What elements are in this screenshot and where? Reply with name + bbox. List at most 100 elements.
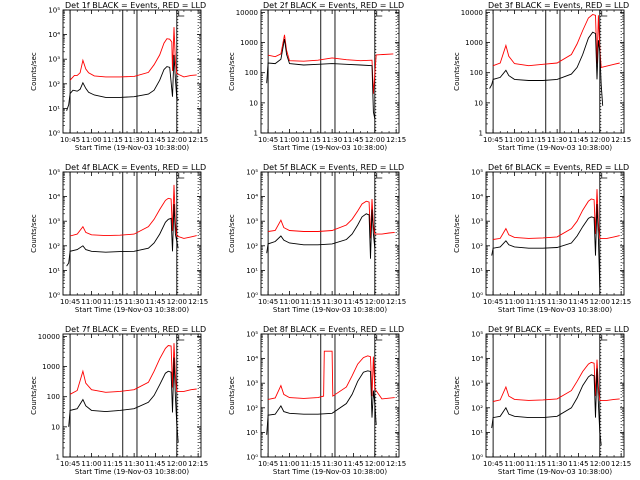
plot-frame [485, 9, 625, 134]
y-tick-label: 10² [246, 242, 258, 250]
y-tick-label: 10³ [471, 380, 483, 388]
y-tick-label: 10000 [461, 9, 483, 17]
y-tick-label: 1000 [240, 39, 258, 47]
y-axis-label: Counts/sec [453, 52, 461, 91]
y-tick-label: 10⁴ [48, 193, 60, 201]
y-tick-label: 10⁵ [471, 169, 483, 177]
y-tick-label: 10 [51, 423, 60, 431]
y-tick-label: 1 [479, 130, 483, 138]
x-tick-label: 11:30 [322, 298, 342, 306]
x-tick-label: 10:45 [60, 298, 80, 306]
y-axis-label: Counts/sec [30, 376, 38, 415]
x-tick-label: 12:00 [365, 136, 385, 144]
y-tick-label: 10⁵ [246, 169, 258, 177]
x-tick-label: 11:15 [103, 460, 123, 468]
x-tick-label: 10:45 [258, 136, 278, 144]
x-tick-label: 11:15 [301, 298, 321, 306]
x-tick-label: 11:15 [526, 460, 546, 468]
x-tick-label: 10:45 [258, 298, 278, 306]
y-tick-label: 1000 [465, 39, 483, 47]
y-tick-label: 10¹ [246, 267, 258, 275]
x-axis-label: Start Time (19-Nov-03 10:38:00) [273, 306, 387, 314]
x-axis-label: Start Time (19-Nov-03 10:38:00) [75, 144, 189, 152]
y-tick-label: 10² [48, 242, 60, 250]
x-tick-label: 11:00 [81, 298, 101, 306]
y-tick-label: 10¹ [48, 267, 60, 275]
x-tick-label: 10:45 [483, 460, 503, 468]
y-tick-label: 10⁵ [246, 331, 258, 339]
x-tick-label: 11:30 [124, 460, 144, 468]
y-axis-label: Counts/sec [453, 376, 461, 415]
y-tick-label: 10³ [246, 218, 258, 226]
y-tick-label: 10⁴ [246, 355, 258, 363]
y-tick-label: 10² [246, 404, 258, 412]
y-tick-label: 1 [56, 454, 60, 462]
lld-series-line [69, 343, 197, 395]
x-tick-label: 10:45 [483, 298, 503, 306]
bracket-marker [376, 335, 383, 341]
x-tick-label: 11:15 [301, 460, 321, 468]
events-series-line [266, 39, 376, 119]
x-tick-label: 11:00 [81, 460, 101, 468]
x-tick-label: 12:15 [188, 298, 208, 306]
x-tick-label: 11:30 [124, 298, 144, 306]
x-tick-label: 11:00 [504, 460, 524, 468]
x-tick-label: 11:30 [547, 136, 567, 144]
panel-title: Det 8f BLACK = Events, RED = LLD [263, 325, 404, 334]
x-tick-label: 11:45 [568, 460, 588, 468]
x-tick-label: 11:45 [343, 460, 363, 468]
x-tick-label: 11:00 [504, 136, 524, 144]
panel-title: Det 4f BLACK = Events, RED = LLD [65, 163, 206, 172]
bracket-marker [601, 11, 608, 17]
x-tick-label: 11:45 [145, 460, 165, 468]
x-tick-label: 10:45 [258, 460, 278, 468]
y-tick-label: 10⁴ [471, 193, 483, 201]
lld-series-line [493, 189, 620, 240]
lld-series-line [268, 350, 395, 400]
bracket-marker [376, 11, 383, 17]
x-tick-label: 12:00 [590, 460, 610, 468]
plot-frame [62, 171, 202, 296]
y-axis-label: Counts/sec [228, 214, 236, 253]
events-series-line [489, 31, 604, 106]
y-tick-label: 10⁰ [471, 454, 483, 462]
x-tick-label: 12:15 [386, 298, 406, 306]
y-axis-label: Counts/sec [228, 376, 236, 415]
y-tick-label: 10² [48, 80, 60, 88]
y-tick-label: 100 [245, 69, 258, 77]
y-tick-label: 10¹ [471, 429, 483, 437]
x-tick-label: 11:45 [145, 136, 165, 144]
x-axis-label: Start Time (19-Nov-03 10:38:00) [498, 468, 612, 476]
x-tick-label: 11:30 [547, 460, 567, 468]
events-series-line [66, 54, 180, 111]
y-tick-label: 10⁵ [471, 331, 483, 339]
y-tick-label: 10 [249, 99, 258, 107]
x-tick-label: 11:15 [526, 298, 546, 306]
x-tick-label: 12:15 [611, 460, 631, 468]
y-tick-label: 10⁰ [246, 292, 258, 300]
events-series-line [266, 370, 377, 435]
events-series-line [266, 209, 376, 259]
y-tick-label: 10000 [38, 333, 60, 341]
x-tick-label: 10:45 [60, 460, 80, 468]
events-series-line [491, 203, 601, 288]
y-tick-label: 10⁴ [246, 193, 258, 201]
y-tick-label: 10² [471, 242, 483, 250]
y-tick-label: 10⁰ [246, 454, 258, 462]
x-tick-label: 12:00 [167, 460, 187, 468]
x-tick-label: 11:00 [81, 136, 101, 144]
x-axis-label: Start Time (19-Nov-03 10:38:00) [75, 468, 189, 476]
x-tick-label: 10:45 [483, 136, 503, 144]
y-tick-label: 10⁵ [48, 7, 60, 15]
y-tick-label: 10¹ [48, 105, 60, 113]
y-tick-label: 10¹ [246, 429, 258, 437]
x-tick-label: 12:15 [386, 136, 406, 144]
panel-title: Det 2f BLACK = Events, RED = LLD [263, 1, 404, 10]
panel-title: Det 9f BLACK = Events, RED = LLD [488, 325, 629, 334]
y-axis-label: Counts/sec [453, 214, 461, 253]
